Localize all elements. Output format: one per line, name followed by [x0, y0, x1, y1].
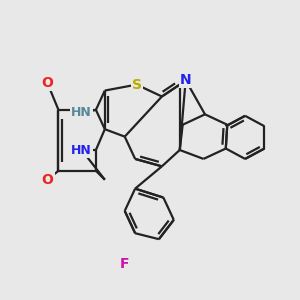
Text: F: F: [120, 256, 130, 271]
Text: HN: HN: [71, 143, 92, 157]
Text: O: O: [41, 76, 53, 90]
Text: O: O: [41, 173, 53, 187]
Text: N: N: [180, 73, 191, 87]
Text: S: S: [132, 78, 142, 92]
Text: HN: HN: [71, 106, 92, 119]
